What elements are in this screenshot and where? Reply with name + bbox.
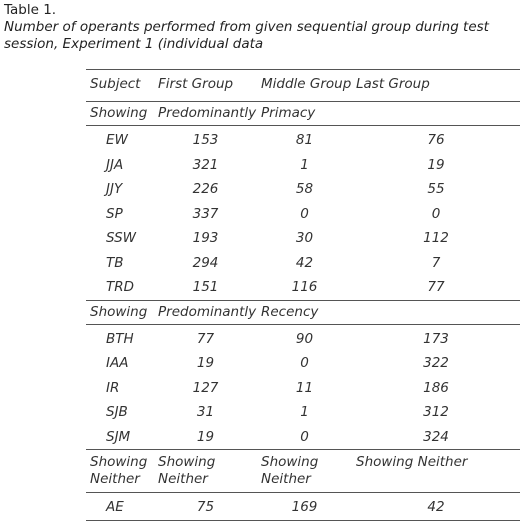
cell-subject: IR xyxy=(106,379,120,396)
table-description: Number of operants performed from given … xyxy=(4,19,489,52)
table-label: Table 1. xyxy=(4,2,57,18)
cell-last: 0 xyxy=(431,205,441,222)
cell-middle: 30 xyxy=(295,230,314,246)
section-label: Predominantly xyxy=(154,101,257,126)
cell-subject: SP xyxy=(106,205,123,222)
section-label xyxy=(352,299,520,325)
cell-last: 112 xyxy=(423,230,449,246)
table-row: TB 294 42 7 xyxy=(86,251,520,276)
cell-middle: 1 xyxy=(300,156,309,173)
section-label: Recency xyxy=(257,299,352,325)
cell-first: 226 xyxy=(192,181,219,197)
cell-first: 193 xyxy=(192,230,219,246)
header-first-group: First Group xyxy=(158,76,234,92)
table-row: BTH 77 90 173 xyxy=(86,324,520,351)
table-row: JJA 321 1 19 xyxy=(86,153,520,178)
cell-first: 19 xyxy=(196,428,215,445)
cell-subject: SJB xyxy=(106,404,128,420)
cell-subject: AE xyxy=(86,492,154,521)
cell-subject: TRD xyxy=(106,279,135,295)
cell-first: 321 xyxy=(192,156,219,173)
cell-first: 337 xyxy=(192,205,219,222)
cell-first: 127 xyxy=(192,379,219,396)
table-row: TRD 151 116 77 xyxy=(86,275,520,300)
data-table: Subject First Group Middle Group Last Gr… xyxy=(86,69,520,521)
section-label: Predominantly xyxy=(154,299,257,325)
cell-first: 19 xyxy=(196,355,215,371)
cell-subject: SSW xyxy=(106,230,137,246)
cell-middle: 81 xyxy=(295,132,314,148)
cell-last: 77 xyxy=(427,279,445,295)
cell-subject: IAA xyxy=(106,355,129,371)
table-row: IAA 19 0 322 xyxy=(86,351,520,376)
table-row: IR 127 11 186 xyxy=(86,376,520,401)
section-label: Showing xyxy=(86,299,154,325)
cell-last: 324 xyxy=(423,428,449,445)
table-row: JJY 226 58 55 xyxy=(86,177,520,202)
section-label: Showing Neither xyxy=(352,449,520,493)
header-last-group: Last Group xyxy=(356,76,430,92)
section-label: Showing Neither xyxy=(257,449,352,493)
cell-last: 173 xyxy=(423,330,449,347)
cell-first: 153 xyxy=(192,132,219,148)
cell-first: 151 xyxy=(192,279,219,295)
cell-middle: 11 xyxy=(295,379,314,396)
table-caption: Table 1. Number of operants performed fr… xyxy=(4,2,524,53)
cell-middle: 169 xyxy=(257,492,352,521)
cell-subject: TB xyxy=(106,254,124,271)
table-row: SJM 19 0 324 xyxy=(86,425,520,450)
cell-last: 7 xyxy=(431,254,441,271)
cell-middle: 90 xyxy=(295,330,314,347)
cell-last: 42 xyxy=(352,492,520,521)
cell-subject: JJY xyxy=(106,181,123,197)
cell-last: 19 xyxy=(427,156,445,173)
cell-middle: 116 xyxy=(291,279,318,295)
table-row: SJB 31 1 312 xyxy=(86,400,520,425)
table-row: AE 75 169 42 xyxy=(86,492,520,521)
cell-first: 77 xyxy=(196,330,215,347)
table-row: EW 153 81 76 xyxy=(86,126,520,153)
cell-middle: 0 xyxy=(300,205,309,222)
cell-subject: BTH xyxy=(106,330,134,347)
table-row: SP 337 0 0 xyxy=(86,202,520,227)
header-middle-group: Middle Group xyxy=(261,76,352,92)
section-header-row: Showing Predominantly Recency xyxy=(86,299,520,325)
cell-last: 312 xyxy=(423,404,449,420)
cell-middle: 0 xyxy=(300,428,309,445)
cell-middle: 58 xyxy=(295,181,314,197)
cell-first: 75 xyxy=(154,492,257,521)
cell-middle: 42 xyxy=(295,254,314,271)
cell-last: 55 xyxy=(427,181,445,197)
section-label: Showing Neither xyxy=(86,449,154,493)
section-label: Showing xyxy=(86,101,154,126)
cell-first: 294 xyxy=(192,254,219,271)
cell-last: 186 xyxy=(423,379,449,396)
section-header-row: Showing Neither Showing Neither Showing Ne… xyxy=(86,449,520,493)
section-label: Showing Neither xyxy=(154,449,257,493)
section-label xyxy=(352,101,520,126)
cell-subject: SJM xyxy=(106,428,131,445)
cell-first: 31 xyxy=(196,404,215,420)
cell-last: 322 xyxy=(423,355,449,371)
cell-subject: EW xyxy=(106,132,128,148)
cell-last: 76 xyxy=(427,132,445,148)
table-header-row: Subject First Group Middle Group Last Gr… xyxy=(86,69,520,102)
table-body: Subject First Group Middle Group Last Gr… xyxy=(86,69,520,521)
header-subject: Subject xyxy=(90,76,141,92)
section-label: Primacy xyxy=(257,101,352,126)
cell-middle: 0 xyxy=(300,355,309,371)
cell-middle: 1 xyxy=(300,404,309,420)
cell-subject: JJA xyxy=(106,156,124,173)
table-row: SSW 193 30 112 xyxy=(86,226,520,251)
section-header-row: Showing Predominantly Primacy xyxy=(86,101,520,126)
